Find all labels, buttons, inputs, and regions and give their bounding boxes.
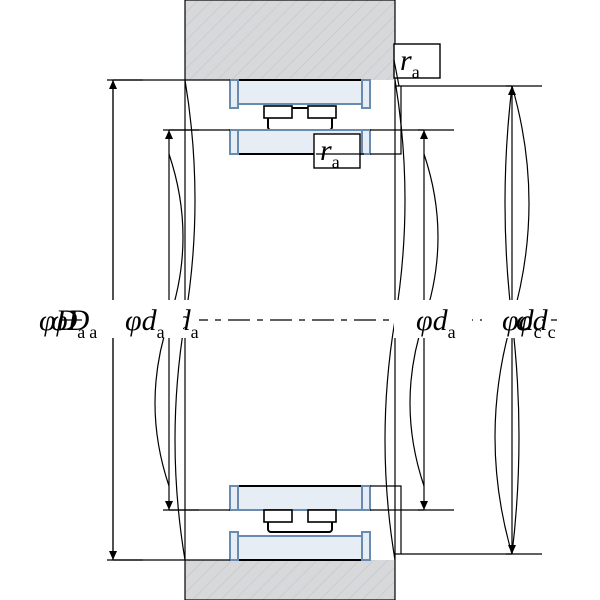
svg-text:φdc: φdc [516, 304, 556, 342]
